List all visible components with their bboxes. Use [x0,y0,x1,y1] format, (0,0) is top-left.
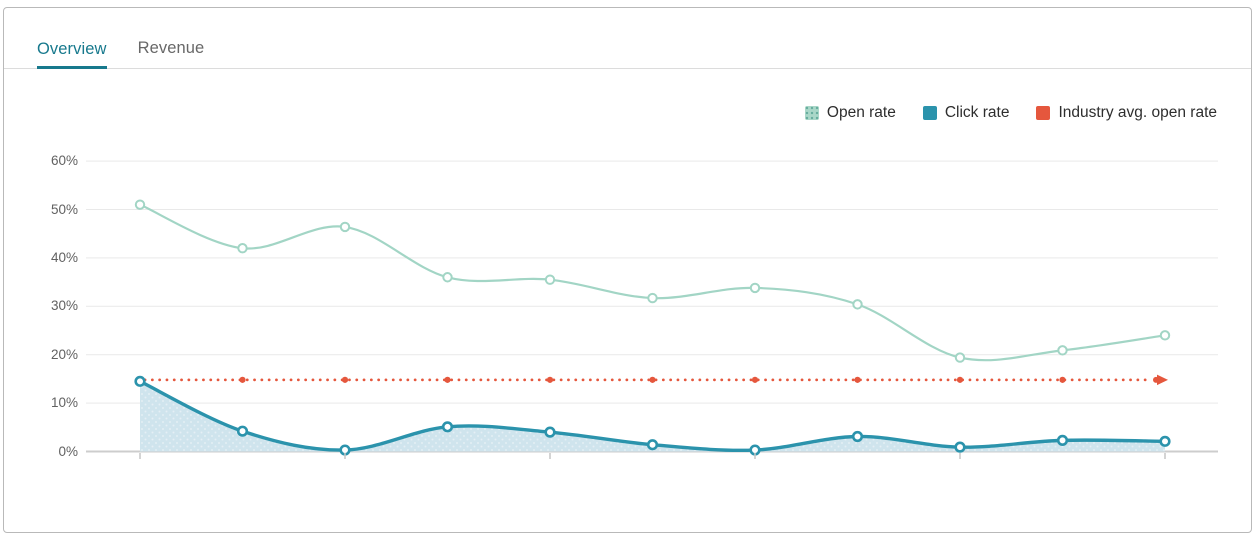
industry-avg-swatch-icon [1036,106,1051,120]
legend-item-open-rate: Open rate [804,104,896,122]
legend-label-open-rate: Open rate [826,104,896,121]
tab-bar: Overview Revenue [4,39,1251,69]
legend-item-click-rate: Click rate [922,104,1010,122]
legend-label-click-rate: Click rate [944,104,1010,121]
analytics-card: Overview Revenue Open rate Click rate In… [3,7,1252,533]
legend-item-industry-avg: Industry avg. open rate [1036,104,1217,122]
tab-overview[interactable]: Overview [37,40,107,69]
click-rate-swatch-icon [922,106,937,120]
chart-legend: Open rate Click rate Industry avg. open … [804,104,1217,122]
tab-revenue[interactable]: Revenue [137,39,205,57]
open-rate-swatch-icon [804,106,819,120]
legend-label-industry-avg: Industry avg. open rate [1058,104,1217,121]
